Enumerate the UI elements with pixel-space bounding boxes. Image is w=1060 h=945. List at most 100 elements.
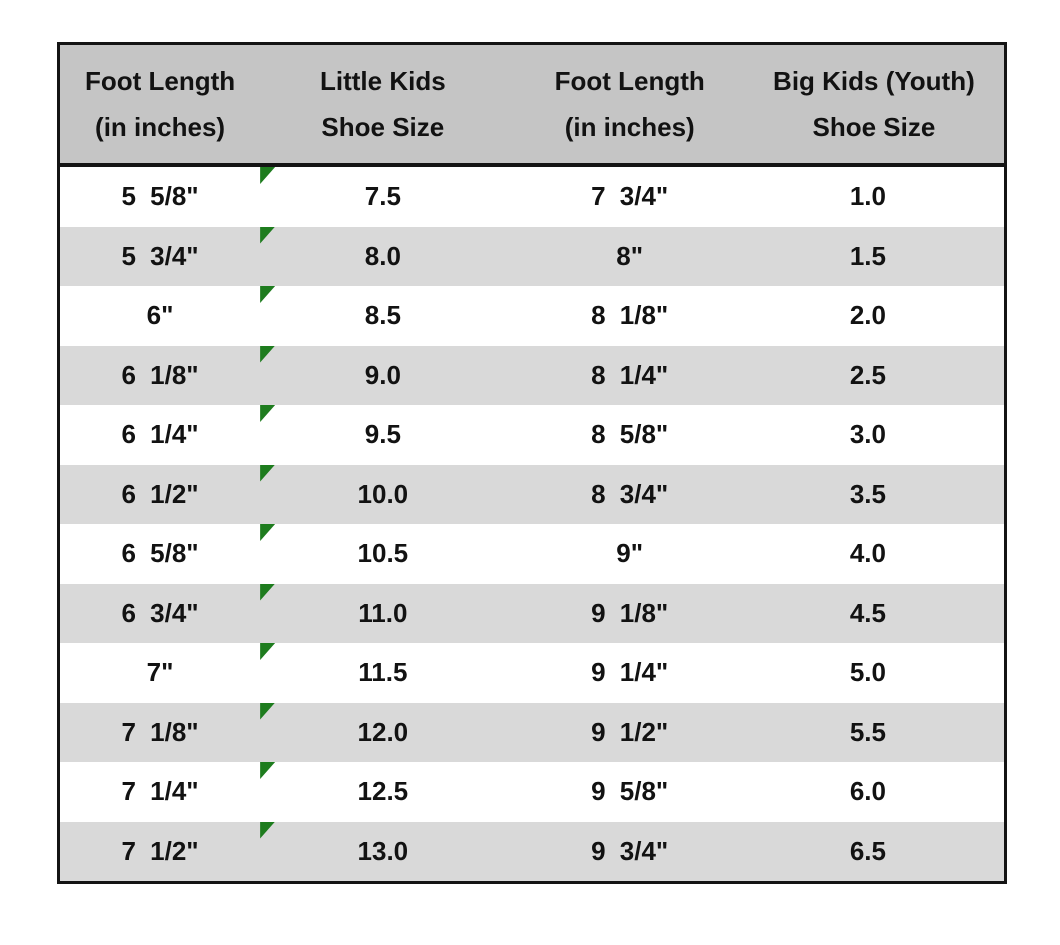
cell-foot-length-little: 7 1/2" [121,835,199,866]
cell-foot-length-little: 6 1/2" [121,478,199,509]
little-kids-size-value: 10.5 [357,538,409,569]
cell-little-kids-size: 7.5 [260,167,505,227]
header-line: (in inches) [564,112,695,142]
table-row: 7 1/2" 13.0 9 3/4" 6.5 [60,821,1004,882]
cell-foot-length-big: 9 1/2" [591,716,669,747]
cell-little-kids-size: 9.5 [260,405,505,465]
cell-little-kids-size: 11.5 [260,643,505,703]
cell-foot-length-little: 5 5/8" [121,181,199,212]
cell-big-kids-size: 3.0 [849,419,886,450]
green-corner-triangle-icon [260,821,276,839]
table-row: 6 5/8" 10.5 9" 4.0 [60,524,1004,584]
table-row: 6" 8.5 8 1/8" 2.0 [60,286,1004,346]
table-row: 6 1/4" 9.5 8 5/8" 3.0 [60,405,1004,465]
cell-foot-length-little: 6 1/4" [121,419,199,450]
cell-little-kids-size: 13.0 [260,821,505,882]
cell-foot-length-big: 9 5/8" [591,776,669,807]
cell-big-kids-size: 6.5 [849,835,886,866]
green-corner-triangle-icon [260,405,276,422]
cell-foot-length-little: 6" [146,300,174,331]
cell-little-kids-size: 12.5 [260,762,505,822]
cell-foot-length-big: 8 1/4" [591,359,669,390]
cell-foot-length-big: 9 1/8" [591,597,669,628]
cell-foot-length-big: 8" [616,240,644,271]
little-kids-size-value: 8.5 [364,300,401,331]
column-header-foot-length-little: Foot Length (in inches) [60,45,260,163]
table-row: 6 3/4" 11.0 9 1/8" 4.5 [60,583,1004,644]
cell-foot-length-big: 9" [616,538,644,569]
green-corner-triangle-icon [260,286,276,303]
table-row: 7" 11.5 9 1/4" 5.0 [60,643,1004,703]
little-kids-size-value: 11.5 [358,657,408,688]
cell-foot-length-little: 6 1/8" [121,359,199,390]
cell-big-kids-size: 1.5 [849,240,886,271]
cell-foot-length-big: 9 1/4" [591,657,669,688]
header-line: Big Kids (Youth) [773,66,975,96]
column-header-foot-length-big: Foot Length (in inches) [506,45,754,163]
little-kids-size-value: 13.0 [357,835,409,866]
cell-big-kids-size: 5.0 [849,657,886,688]
cell-little-kids-size: 8.0 [260,226,505,287]
table-row: 7 1/8" 12.0 9 1/2" 5.5 [60,702,1004,763]
cell-little-kids-size: 12.0 [260,702,505,763]
cell-little-kids-size: 11.0 [260,583,505,644]
cell-foot-length-big: 8 3/4" [591,478,669,509]
table-row: 7 1/4" 12.5 9 5/8" 6.0 [60,762,1004,822]
cell-foot-length-little: 7" [146,657,174,688]
cell-foot-length-little: 6 3/4" [121,597,199,628]
green-corner-triangle-icon [260,226,276,244]
cell-little-kids-size: 10.0 [260,464,505,525]
green-corner-triangle-icon [260,643,276,660]
little-kids-size-value: 10.0 [357,478,409,509]
table-row: 5 3/4" 8.0 8" 1.5 [60,226,1004,287]
header-line: (in inches) [95,112,226,142]
little-kids-size-value: 8.0 [364,240,401,271]
cell-big-kids-size: 4.5 [849,597,886,628]
cell-little-kids-size: 10.5 [260,524,505,584]
green-corner-triangle-icon [260,762,276,779]
cell-foot-length-big: 8 5/8" [591,419,669,450]
little-kids-size-value: 7.5 [364,181,401,212]
kids-shoe-size-table: Foot Length (in inches) Little Kids Shoe… [57,42,1007,884]
green-corner-triangle-icon [260,702,276,720]
table-row: 5 5/8" 7.5 7 3/4" 1.0 [60,167,1004,227]
table-body: 5 5/8" 7.5 7 3/4" 1.0 5 3/4" 8.0 8" 1.5 [60,167,1004,881]
cell-foot-length-little: 7 1/8" [121,716,199,747]
little-kids-size-value: 9.5 [364,419,401,450]
table-header-row: Foot Length (in inches) Little Kids Shoe… [60,45,1004,167]
cell-big-kids-size: 3.5 [849,478,886,509]
header-line: Foot Length [554,66,705,96]
cell-big-kids-size: 2.0 [849,300,886,331]
green-corner-triangle-icon [260,345,276,363]
little-kids-size-value: 11.0 [358,597,408,628]
cell-foot-length-big: 7 3/4" [591,181,669,212]
header-line: Shoe Size [812,112,936,142]
cell-big-kids-size: 4.0 [849,538,886,569]
little-kids-size-value: 9.0 [364,359,401,390]
cell-little-kids-size: 9.0 [260,345,505,406]
table-row: 6 1/8" 9.0 8 1/4" 2.5 [60,345,1004,406]
green-corner-triangle-icon [260,464,276,482]
cell-foot-length-big: 8 1/8" [591,300,669,331]
cell-foot-length-big: 9 3/4" [591,835,669,866]
green-corner-triangle-icon [260,167,276,184]
cell-little-kids-size: 8.5 [260,286,505,346]
header-line: Shoe Size [321,112,445,142]
cell-foot-length-little: 7 1/4" [121,776,199,807]
column-header-little-kids-size: Little Kids Shoe Size [260,45,505,163]
green-corner-triangle-icon [260,524,276,541]
table-row: 6 1/2" 10.0 8 3/4" 3.5 [60,464,1004,525]
cell-big-kids-size: 6.0 [849,776,886,807]
cell-foot-length-little: 6 5/8" [121,538,199,569]
green-corner-triangle-icon [260,583,276,601]
cell-big-kids-size: 5.5 [849,716,886,747]
cell-big-kids-size: 1.0 [849,181,886,212]
cell-foot-length-little: 5 3/4" [121,240,199,271]
cell-big-kids-size: 2.5 [849,359,886,390]
little-kids-size-value: 12.0 [357,716,409,747]
header-line: Foot Length [84,66,236,96]
little-kids-size-value: 12.5 [357,776,409,807]
header-line: Little Kids [320,66,446,96]
column-header-big-kids-size: Big Kids (Youth) Shoe Size [754,45,1004,163]
